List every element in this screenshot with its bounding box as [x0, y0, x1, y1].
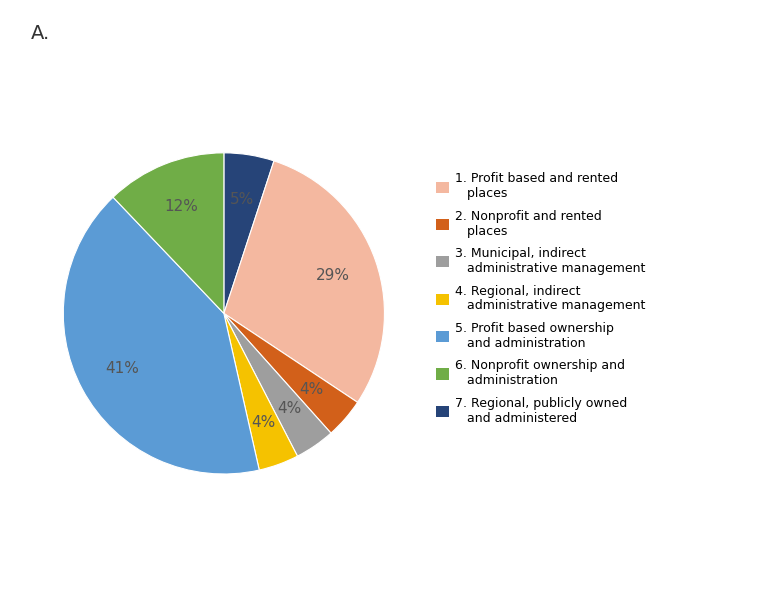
Wedge shape	[224, 313, 357, 433]
Wedge shape	[224, 313, 297, 470]
Text: 29%: 29%	[317, 268, 350, 283]
Text: 4%: 4%	[252, 414, 276, 430]
Wedge shape	[63, 197, 259, 474]
Text: 41%: 41%	[105, 361, 139, 376]
Text: 4%: 4%	[299, 381, 323, 396]
Text: 12%: 12%	[164, 199, 198, 214]
Wedge shape	[224, 161, 384, 402]
Text: A.: A.	[31, 24, 50, 43]
Legend: 1. Profit based and rented
   places, 2. Nonprofit and rented
   places, 3. Muni: 1. Profit based and rented places, 2. No…	[432, 168, 649, 429]
Wedge shape	[224, 313, 331, 456]
Text: 4%: 4%	[277, 401, 302, 416]
Text: 5%: 5%	[230, 192, 254, 207]
Wedge shape	[224, 153, 274, 313]
Wedge shape	[113, 153, 224, 313]
